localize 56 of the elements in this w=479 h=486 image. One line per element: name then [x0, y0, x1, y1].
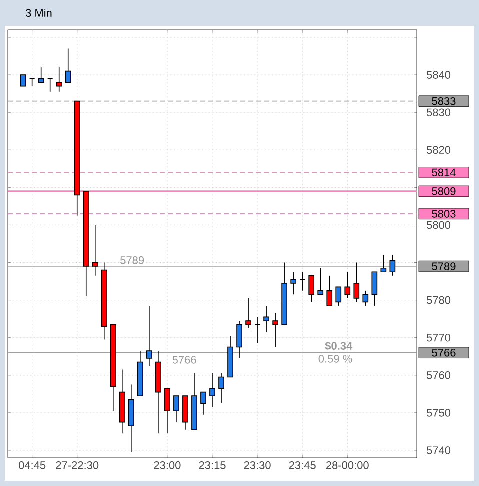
candlestick — [318, 268, 324, 296]
x-tick-label: 23:45 — [289, 462, 316, 470]
y-tick-label: 5800 — [426, 221, 451, 230]
x-tick-label: 23:15 — [199, 462, 226, 470]
x-tick-label: 04:45 — [18, 462, 46, 470]
candlestick — [210, 373, 216, 408]
y-tick-label: 5820 — [426, 146, 451, 154]
candlestick — [164, 388, 170, 434]
x-tick-label: 23:30 — [244, 462, 271, 470]
ref-line-label: 5833 — [432, 97, 456, 106]
ref-line-label: 5809 — [432, 188, 456, 196]
candlestick — [92, 224, 98, 276]
candlestick — [344, 272, 351, 299]
chart-title: 3 Min — [26, 8, 52, 18]
candlestick — [390, 254, 396, 276]
x-tick-label: 27-22:30 — [56, 462, 99, 470]
ref-line-label: 5766 — [432, 348, 456, 357]
y-tick-label: 5830 — [426, 108, 451, 116]
y-tick-label: 5780 — [426, 296, 451, 304]
candlestick — [65, 48, 72, 83]
candlestick — [272, 313, 278, 348]
candlestick — [372, 272, 378, 306]
annotation: $0.34 — [325, 342, 353, 351]
annotation: 5789 — [120, 256, 144, 264]
candlestick — [218, 373, 224, 404]
y-tick-label: 5760 — [426, 372, 451, 380]
ref-line-label: 5803 — [432, 210, 456, 218]
candlestick — [290, 272, 297, 296]
y-tick-label: 5770 — [426, 334, 451, 342]
y-tick-label: 5750 — [426, 409, 451, 417]
candlestick — [38, 67, 44, 83]
x-tick-label: 23:00 — [154, 462, 181, 470]
candlestick — [380, 254, 387, 273]
ref-line-label: 5789 — [432, 262, 456, 270]
ref-line-label: 5814 — [432, 168, 456, 177]
candlestick — [354, 262, 360, 303]
candlestick — [300, 272, 306, 292]
candlestick — [362, 290, 369, 306]
candlestick — [336, 286, 342, 306]
candlestick — [174, 396, 180, 423]
candlestick — [264, 306, 270, 333]
candlestick — [246, 298, 252, 329]
candlestick — [254, 316, 261, 344]
candlestick — [236, 320, 242, 359]
y-tick-label: 5840 — [426, 71, 451, 79]
candlestick — [200, 392, 206, 416]
annotation: 5766 — [172, 356, 196, 364]
candlestick — [47, 78, 54, 92]
candlestick — [308, 276, 315, 303]
candlestick — [20, 74, 26, 87]
x-tick-label: 28-00:00 — [326, 462, 369, 470]
candlestick — [326, 276, 333, 306]
annotation: 0.59 % — [318, 355, 352, 363]
candlestick — [56, 67, 62, 92]
candlestick — [146, 306, 152, 366]
y-tick-label: 5740 — [426, 446, 451, 454]
